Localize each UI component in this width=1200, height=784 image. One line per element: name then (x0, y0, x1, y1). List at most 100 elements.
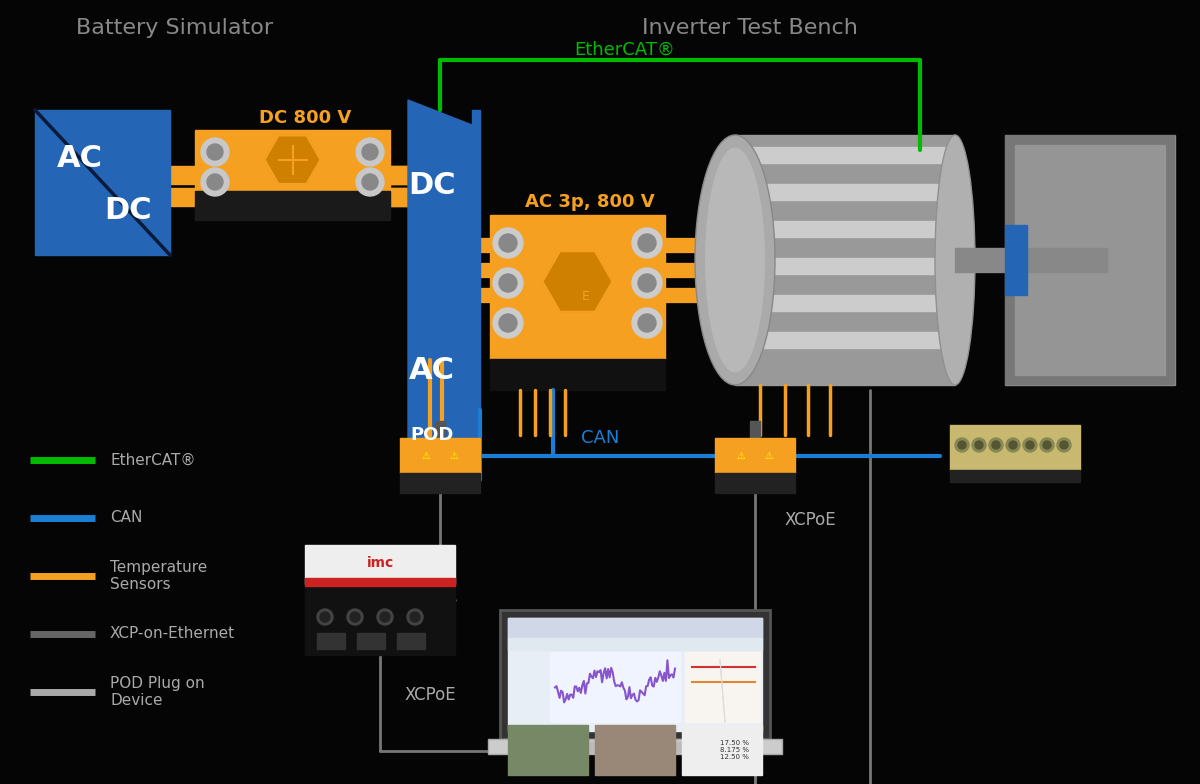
Bar (595, 725, 674, 775)
Bar (955, 248, 1006, 272)
Bar (734, 258, 955, 274)
Bar (734, 184, 955, 200)
Bar (734, 221, 955, 237)
Bar (734, 135, 955, 385)
Bar (390, 166, 410, 184)
Text: ⚠: ⚠ (737, 451, 745, 461)
Text: CAN: CAN (581, 429, 619, 447)
Text: XCP-on-Ethernet: XCP-on-Ethernet (110, 626, 235, 641)
Bar (508, 618, 762, 638)
Bar (305, 583, 455, 655)
Circle shape (362, 144, 378, 160)
Text: DC 800 V: DC 800 V (259, 109, 352, 127)
Text: DC: DC (408, 170, 456, 199)
Circle shape (362, 174, 378, 190)
Bar (490, 215, 665, 358)
Text: AC: AC (58, 143, 103, 172)
Polygon shape (408, 100, 472, 475)
Circle shape (958, 441, 966, 449)
Circle shape (347, 609, 364, 625)
Bar (734, 295, 955, 311)
Bar (500, 610, 770, 739)
Bar (194, 130, 390, 191)
Bar (508, 725, 588, 775)
Text: XCPoE: XCPoE (404, 686, 456, 704)
Bar (305, 578, 455, 586)
Text: Battery Simulator: Battery Simulator (77, 18, 274, 38)
Circle shape (1040, 438, 1054, 452)
Circle shape (1026, 441, 1034, 449)
Circle shape (499, 234, 517, 252)
Bar (35, 110, 170, 255)
Circle shape (493, 228, 523, 258)
Text: AC: AC (409, 355, 455, 384)
Circle shape (499, 274, 517, 292)
Circle shape (493, 268, 523, 298)
Text: ⚠: ⚠ (764, 451, 773, 461)
Circle shape (320, 612, 330, 622)
Circle shape (208, 174, 223, 190)
Text: EtherCAT®: EtherCAT® (110, 452, 196, 467)
Circle shape (1043, 441, 1051, 449)
Bar (194, 191, 390, 220)
Ellipse shape (706, 147, 766, 372)
Bar (436, 421, 445, 439)
Bar (488, 739, 782, 754)
Polygon shape (542, 251, 612, 312)
Text: Inverter Test Bench: Inverter Test Bench (642, 18, 858, 38)
Circle shape (202, 138, 229, 166)
Bar (400, 438, 480, 473)
Text: imc: imc (366, 556, 394, 570)
Circle shape (407, 609, 424, 625)
Circle shape (1057, 438, 1072, 452)
Text: E: E (582, 290, 589, 303)
Text: AC 3p, 800 V: AC 3p, 800 V (526, 193, 655, 211)
Ellipse shape (935, 135, 974, 385)
Bar (715, 473, 796, 493)
Text: ⚠: ⚠ (421, 451, 431, 461)
Circle shape (410, 612, 420, 622)
Text: Temperature
Sensors: Temperature Sensors (110, 560, 208, 592)
Circle shape (955, 438, 970, 452)
Circle shape (1006, 438, 1020, 452)
Bar (305, 545, 455, 583)
Bar (508, 618, 762, 731)
Text: XCPoE: XCPoE (784, 511, 836, 529)
Bar (750, 421, 760, 439)
Bar (508, 638, 762, 650)
Bar (317, 633, 346, 649)
Bar (950, 425, 1080, 470)
Bar (472, 110, 480, 465)
Text: POD: POD (410, 426, 454, 444)
Circle shape (632, 268, 662, 298)
Bar (682, 725, 762, 775)
Circle shape (380, 612, 390, 622)
Bar (950, 470, 1080, 482)
Bar (715, 438, 796, 473)
Circle shape (356, 138, 384, 166)
Bar (400, 473, 480, 493)
Bar (1015, 145, 1165, 375)
Circle shape (208, 144, 223, 160)
Circle shape (1009, 441, 1018, 449)
Circle shape (638, 314, 656, 332)
Circle shape (377, 609, 394, 625)
Circle shape (992, 441, 1000, 449)
Circle shape (1060, 441, 1068, 449)
Bar (390, 188, 410, 206)
Circle shape (1022, 438, 1037, 452)
Text: DC: DC (104, 195, 152, 224)
Circle shape (632, 308, 662, 338)
Bar (1027, 248, 1108, 272)
Bar (358, 633, 385, 649)
Text: CAN: CAN (110, 510, 143, 525)
Text: POD Plug on
Device: POD Plug on Device (110, 676, 205, 708)
Polygon shape (264, 136, 320, 184)
Text: EtherCAT®: EtherCAT® (575, 41, 676, 59)
Bar (397, 633, 425, 649)
Circle shape (493, 308, 523, 338)
Bar (170, 188, 466, 206)
Circle shape (317, 609, 334, 625)
Bar (490, 358, 665, 390)
Circle shape (350, 612, 360, 622)
